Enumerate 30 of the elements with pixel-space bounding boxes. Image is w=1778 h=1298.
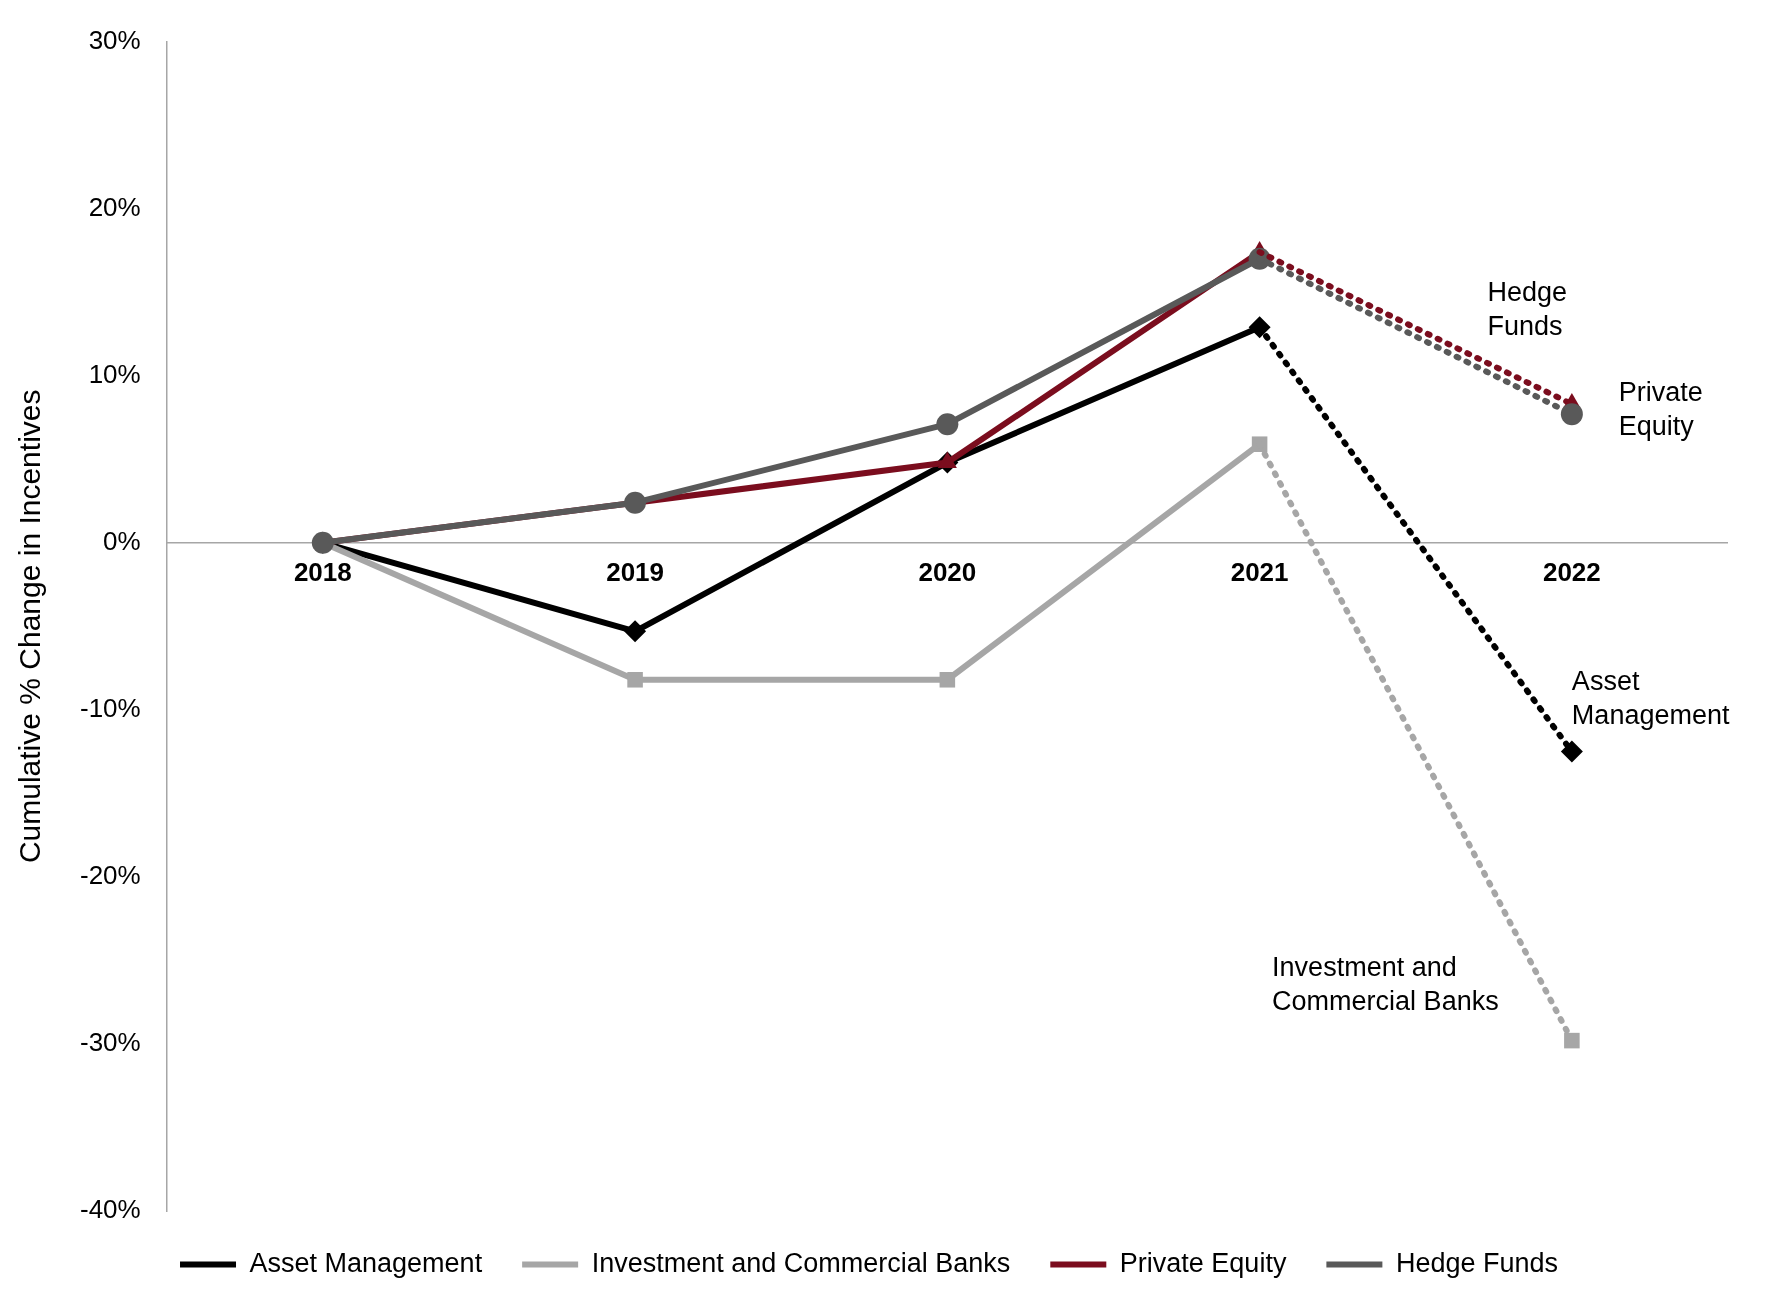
legend-label: Hedge Funds xyxy=(1395,1247,1558,1278)
annotation: Investment and Commercial Banks xyxy=(1272,951,1499,1016)
x-tick-label: 2020 xyxy=(918,556,977,587)
y-tick-label: -20% xyxy=(79,860,141,891)
legend-label: Asset Management xyxy=(249,1247,483,1278)
y-tick-label: 10% xyxy=(88,358,141,389)
point xyxy=(627,671,643,688)
legend-label: Private Equity xyxy=(1119,1247,1287,1278)
legend-label: Investment and Commercial Banks xyxy=(591,1247,1011,1278)
point xyxy=(1560,403,1583,426)
point xyxy=(1564,1032,1580,1049)
annotation: Private Equity xyxy=(1618,377,1703,442)
y-tick-label: -10% xyxy=(79,693,141,723)
y-tick-label: 20% xyxy=(88,191,141,222)
x-tick-label: 2021 xyxy=(1230,556,1289,587)
annotation: Asset Management xyxy=(1571,666,1730,731)
y-axis-title: Cumulative % Change in Incentives xyxy=(13,389,47,864)
point xyxy=(1560,740,1583,763)
x-tick-label: 2019 xyxy=(606,556,665,587)
point xyxy=(624,620,647,643)
point xyxy=(624,491,647,514)
y-tick-label: 0% xyxy=(103,525,141,556)
y-tick-label: 30% xyxy=(88,24,141,55)
annotation: Hedge Funds xyxy=(1487,277,1568,342)
point xyxy=(939,671,956,688)
point xyxy=(936,413,959,436)
x-tick-label: 2022 xyxy=(1542,556,1601,587)
x-tick-label: 2018 xyxy=(293,556,352,587)
y-tick-label: -30% xyxy=(79,1027,141,1058)
y-tick-label: -40% xyxy=(79,1194,141,1225)
